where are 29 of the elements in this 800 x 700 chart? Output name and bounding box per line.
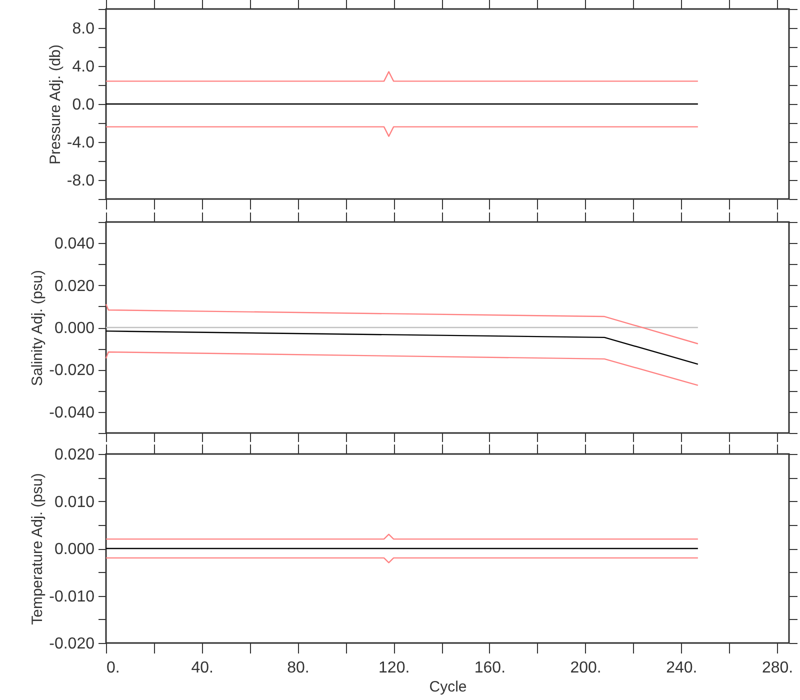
line-series bbox=[105, 351, 699, 386]
y-tick-label: 8.0 bbox=[72, 20, 95, 38]
y-tick-label: 0.010 bbox=[54, 494, 95, 511]
y-tick-label: -8.0 bbox=[66, 172, 95, 190]
y-tick-label: 0.020 bbox=[54, 446, 95, 464]
y-tick-label: -0.020 bbox=[49, 636, 95, 652]
y-axis-title: Pressure Adj. (db) bbox=[46, 44, 64, 165]
y-tick-label: 0.000 bbox=[54, 541, 95, 558]
y-tick-label: -0.020 bbox=[49, 362, 95, 380]
x-tick-label: 280. bbox=[762, 660, 794, 676]
x-axis-title: Cycle bbox=[429, 678, 467, 696]
y-tick-label: 0.0 bbox=[72, 96, 95, 114]
x-tick-label: 200. bbox=[570, 660, 602, 676]
x-tick-label: 0. bbox=[106, 660, 120, 676]
y-tick-label: 0.040 bbox=[54, 236, 95, 253]
line-series bbox=[105, 304, 699, 344]
y-tick-label: -0.040 bbox=[49, 404, 95, 422]
x-tick-label: 240. bbox=[666, 660, 698, 676]
x-tick-label: 120. bbox=[378, 660, 410, 676]
x-tick-label: 160. bbox=[474, 660, 506, 676]
y-axis-title: Temperature Adj. (psu) bbox=[29, 473, 46, 625]
y-tick-label: -0.010 bbox=[49, 588, 95, 606]
y-tick-label: 0.020 bbox=[54, 278, 95, 295]
x-tick-label: 80. bbox=[287, 660, 310, 676]
y-tick-label: 4.0 bbox=[72, 58, 95, 76]
y-tick-label: 0.000 bbox=[54, 320, 95, 337]
y-axis-title: Salinity Adj. (psu) bbox=[29, 270, 46, 386]
y-tick-label: -4.0 bbox=[66, 134, 95, 152]
x-tick-label: 40. bbox=[191, 660, 214, 676]
